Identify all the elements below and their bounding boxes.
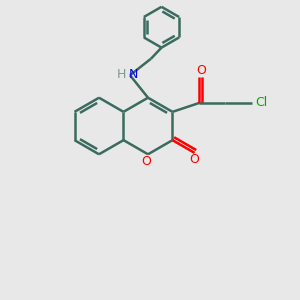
Text: N: N (129, 68, 138, 81)
Text: Cl: Cl (256, 96, 268, 110)
Text: H: H (117, 68, 126, 81)
Text: O: O (197, 64, 206, 77)
Text: O: O (190, 153, 200, 166)
Text: O: O (142, 155, 152, 168)
